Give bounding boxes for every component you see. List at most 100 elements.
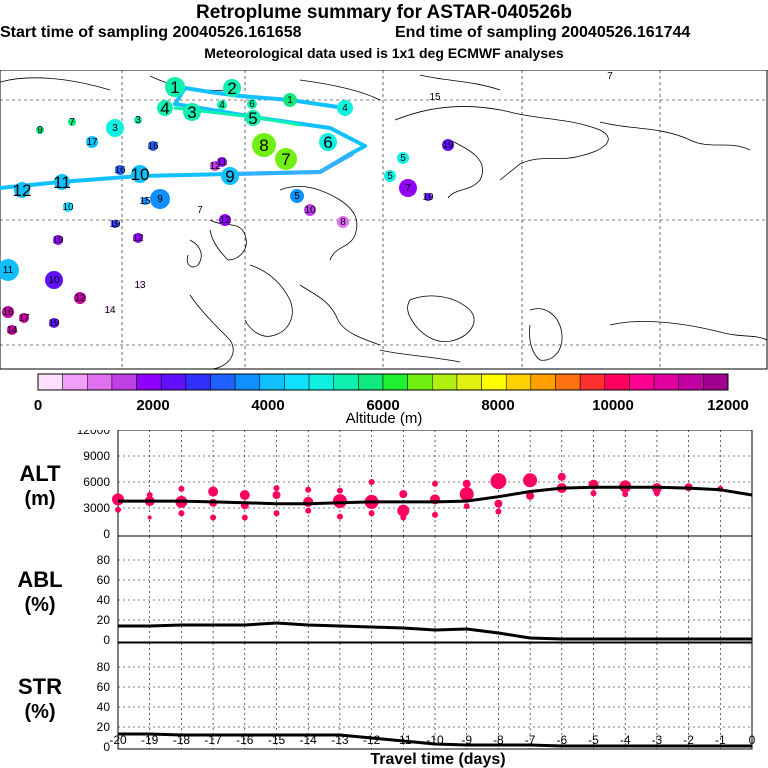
panel-ylabel: ALT xyxy=(19,461,61,486)
scatter-point xyxy=(210,514,217,521)
colorbar-cell xyxy=(284,373,310,391)
cluster-marker xyxy=(136,281,144,289)
colorbar-cell xyxy=(481,373,507,391)
plume-marker xyxy=(14,182,30,198)
x-tick-label: -8 xyxy=(493,733,504,747)
cluster-label: 16 xyxy=(147,141,159,152)
colorbar-tick-label: 8000 xyxy=(481,397,514,414)
cluster-marker xyxy=(106,306,114,314)
cluster-label: 17 xyxy=(86,137,98,148)
colorbar-frame xyxy=(37,373,729,391)
scatter-point xyxy=(490,473,507,490)
colorbar-cell xyxy=(333,373,359,391)
colorbar-cell xyxy=(210,373,236,391)
start-time-text: Start time of sampling 20040526.161658 xyxy=(0,24,302,41)
colorbar-cell xyxy=(678,373,704,391)
colorbar-tick-label: 0 xyxy=(34,397,42,414)
cluster-label: 4 xyxy=(219,100,225,111)
met-data-text: Meteorological data used is 1x1 deg ECMW… xyxy=(204,45,564,61)
cluster-marker xyxy=(219,214,231,226)
plume-day-label: 11 xyxy=(53,173,71,192)
cluster-label: 19 xyxy=(442,140,454,151)
cluster-label: 16 xyxy=(2,307,14,318)
series-line xyxy=(118,732,752,748)
cluster-marker xyxy=(7,325,17,335)
scatter-point xyxy=(146,492,153,498)
cluster-marker xyxy=(432,94,438,100)
colorbar-cell xyxy=(629,373,655,391)
y-tick-label: 20 xyxy=(97,613,111,627)
x-tick-label: -17 xyxy=(204,733,222,747)
cluster-label: 6 xyxy=(249,99,255,110)
cluster-label: 16 xyxy=(114,165,126,176)
scatter-point xyxy=(368,479,375,485)
colorbar-tick-label: 10000 xyxy=(592,397,634,414)
cluster-marker xyxy=(74,292,86,304)
colorbar-cell xyxy=(234,373,261,391)
plume-day-label: 10 xyxy=(131,165,150,184)
colorbar-cell xyxy=(382,373,408,391)
plume-marker xyxy=(157,100,173,116)
cluster-label: 19 xyxy=(52,235,64,246)
cluster-label: 10 xyxy=(48,275,60,286)
panel-str: 0 20 40 60 80 STR(%) xyxy=(18,642,753,754)
plume-day-label: 8 xyxy=(259,136,268,155)
scatter-point xyxy=(653,490,660,497)
cluster-marker xyxy=(424,193,432,201)
end-time-text: End time of sampling 20040526.161744 xyxy=(395,24,691,41)
colorbar-cell xyxy=(37,373,63,391)
cluster-marker xyxy=(148,141,158,151)
colorbar-cell xyxy=(456,373,482,391)
x-axis-label: Travel time (days) xyxy=(370,751,505,768)
panel-alt: 0 3000 6000 9000 12000 ALT(m) xyxy=(19,430,753,541)
map-graticule xyxy=(0,70,767,369)
cluster-marker xyxy=(53,235,63,245)
colorbar-cell xyxy=(505,373,532,391)
scatter-point xyxy=(272,491,281,499)
scatter-point xyxy=(432,480,438,487)
cluster-label: 4 xyxy=(342,103,348,114)
cluster-marker xyxy=(337,100,353,116)
cluster-marker xyxy=(133,233,143,243)
cluster-marker xyxy=(68,118,76,126)
cluster-marker xyxy=(304,204,316,216)
cluster-label: 5 xyxy=(400,153,406,164)
y-tick-label: 0 xyxy=(103,740,110,754)
cluster-label: 11 xyxy=(217,157,228,168)
scatter-point xyxy=(178,510,185,517)
x-tick-label: 0 xyxy=(749,733,756,747)
colorbar-cell xyxy=(555,373,581,391)
x-tick-label: -1 xyxy=(715,733,726,747)
colorbar-tick-label: 12000 xyxy=(707,397,749,414)
cluster-label: 1 xyxy=(287,95,293,106)
cluster-marker xyxy=(247,99,257,109)
y-tick-label: 40 xyxy=(97,593,111,607)
x-tick-label: -11 xyxy=(395,733,412,747)
cluster-label: 19 xyxy=(422,192,434,203)
colorbar-cell xyxy=(358,373,384,391)
cluster-marker xyxy=(45,271,63,289)
colorbar-label: Altitude (m) xyxy=(346,410,423,427)
colorbar-cell xyxy=(185,373,211,391)
colorbar-cell xyxy=(308,373,334,391)
plume-marker xyxy=(252,133,276,157)
scatter-point xyxy=(305,507,312,514)
scatter-point xyxy=(273,485,280,492)
colorbar-cell xyxy=(407,373,433,391)
x-tick-label: -19 xyxy=(141,733,159,747)
x-tick-label: -3 xyxy=(652,733,663,747)
x-tick-label: -20 xyxy=(109,733,127,747)
cluster-marker xyxy=(397,152,409,164)
scatter-point xyxy=(622,491,629,498)
scatter-point xyxy=(368,510,375,517)
cluster-marker xyxy=(290,189,304,203)
cluster-marker xyxy=(49,318,59,328)
cluster-label: 17 xyxy=(18,313,30,324)
cluster-label: 12 xyxy=(219,215,231,226)
scatter-point xyxy=(332,494,347,509)
cluster-marker xyxy=(19,313,29,323)
scatter-point xyxy=(208,486,219,497)
scatter-point xyxy=(178,485,185,492)
plume-day-label: 7 xyxy=(281,150,290,169)
